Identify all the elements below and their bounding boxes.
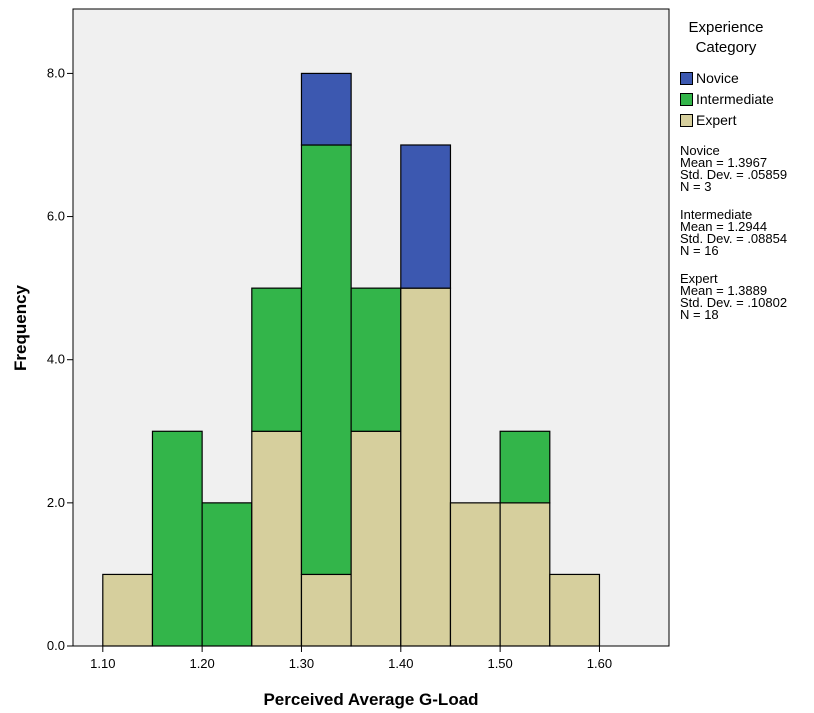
y-tick-label: 6.0 <box>47 209 65 224</box>
legend-title: Experience Category <box>680 18 772 58</box>
legend-label-intermediate: Intermediate <box>696 91 774 107</box>
legend-entry-novice: Novice <box>680 68 810 89</box>
y-tick-label: 2.0 <box>47 495 65 510</box>
bars-group <box>102 72 601 647</box>
stats-n: N = 18 <box>680 307 719 322</box>
x-tick-label: 1.30 <box>289 656 314 671</box>
bar-novice-bin-6 <box>400 144 452 289</box>
bar-expert-bin-8 <box>499 502 551 647</box>
legend-entry-intermediate: Intermediate <box>680 89 810 110</box>
stats-sd: Std. Dev. = .05859 <box>680 167 788 182</box>
x-tick-label: 1.40 <box>388 656 413 671</box>
bar-intermediate-bin-2 <box>201 502 253 647</box>
y-tick-label: 8.0 <box>47 65 65 80</box>
legend-entry-expert: Expert <box>680 110 810 131</box>
bar-intermediate-bin-1 <box>151 430 203 647</box>
stats-sd: Std. Dev. = .10802 <box>680 295 788 310</box>
x-tick-label: 1.60 <box>587 656 612 671</box>
bar-intermediate-bin-3 <box>251 287 303 432</box>
bar-expert-bin-6 <box>400 287 452 647</box>
bar-expert-bin-9 <box>549 573 601 647</box>
stats-mean: Mean = 1.2944 <box>680 219 768 234</box>
bar-novice-bin-4 <box>300 72 352 146</box>
legend-title-line2: Category <box>695 39 757 56</box>
y-axis: 0.0 2.0 4.0 6.0 8.0 <box>47 65 73 653</box>
x-tick-label: 1.50 <box>487 656 512 671</box>
stats-name: Expert <box>680 271 718 286</box>
x-tick-label: 1.20 <box>189 656 214 671</box>
y-tick-label: 4.0 <box>47 352 65 367</box>
stats-mean: Mean = 1.3967 <box>680 155 768 170</box>
bar-expert-bin-3 <box>251 430 303 647</box>
x-axis: 1.10 1.20 1.30 1.40 1.50 1.60 <box>90 646 612 671</box>
x-axis-title: Perceived Average G-Load <box>263 690 478 709</box>
stats-sd: Std. Dev. = .08854 <box>680 231 788 246</box>
x-tick-label: 1.10 <box>90 656 115 671</box>
legend-label-expert: Expert <box>696 112 737 128</box>
stats-mean: Mean = 1.3889 <box>680 283 768 298</box>
bar-expert-bin-7 <box>449 502 501 647</box>
y-tick-label: 0.0 <box>47 638 65 653</box>
legend-swatch-expert <box>680 114 693 127</box>
y-axis-title: Frequency <box>11 284 30 371</box>
legend-swatch-intermediate <box>680 93 693 106</box>
stats-novice: Novice Mean = 1.3967 Std. Dev. = .05859 … <box>680 143 810 194</box>
bar-intermediate-bin-5 <box>350 287 402 432</box>
bar-expert-bin-0 <box>102 573 154 647</box>
bar-expert-bin-4 <box>300 573 352 647</box>
bar-expert-bin-5 <box>350 430 402 647</box>
bar-intermediate-bin-8 <box>499 430 551 504</box>
stats-n: N = 3 <box>680 179 712 194</box>
stats-n: N = 16 <box>680 243 719 258</box>
stats-name: Novice <box>680 143 720 158</box>
legend-swatch-novice <box>680 72 693 85</box>
legend-title-line1: Experience <box>688 19 764 36</box>
stats-name: Intermediate <box>680 207 753 222</box>
bar-intermediate-bin-4 <box>300 144 352 576</box>
legend: Experience Category Novice Intermediate … <box>680 18 810 321</box>
stats-expert: Expert Mean = 1.3889 Std. Dev. = .10802 … <box>680 271 810 322</box>
stats-intermediate: Intermediate Mean = 1.2944 Std. Dev. = .… <box>680 207 810 258</box>
legend-label-novice: Novice <box>696 70 739 86</box>
